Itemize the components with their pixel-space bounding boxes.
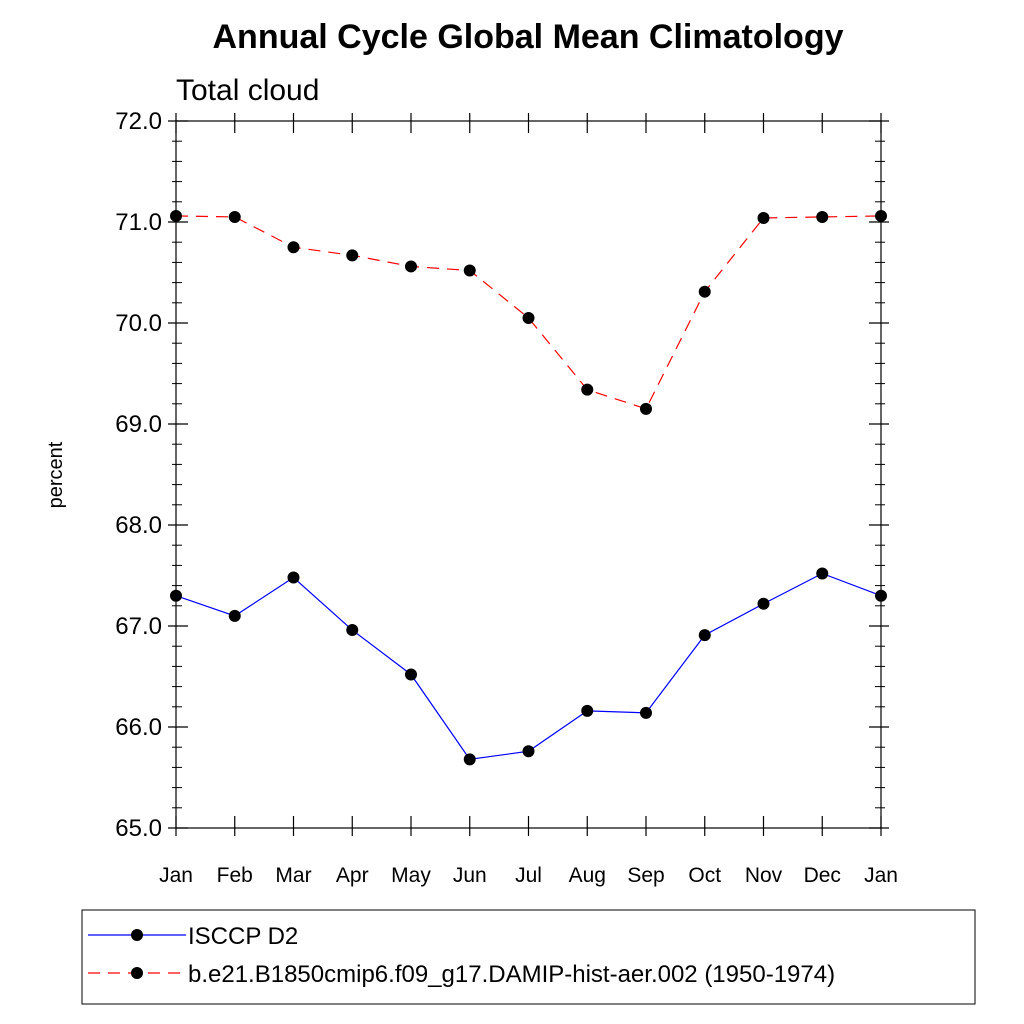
y-tick-label: 72.0	[115, 108, 162, 135]
series-1-point	[640, 706, 652, 719]
series-2-point	[522, 311, 535, 324]
series-1-point	[581, 704, 594, 717]
series-2-point	[346, 249, 359, 262]
series-1-point	[463, 753, 476, 766]
series-2-point	[816, 210, 829, 223]
y-tick-label: 67.0	[115, 613, 162, 640]
legend-label-1: ISCCP D2	[188, 923, 298, 950]
series-line-1	[175, 572, 882, 760]
x-tick-label: Jan	[864, 864, 898, 887]
x-tick-label: Sep	[627, 864, 664, 887]
x-tick-label: Jan	[159, 864, 193, 887]
legend-box	[81, 909, 976, 1005]
series-2-point	[228, 210, 241, 223]
legend-marker-1	[131, 929, 143, 941]
y-tick-label: 71.0	[115, 209, 162, 236]
y-tick-label: 69.0	[115, 411, 162, 438]
legend-label-2: b.e21.B1850cmip6.f09_g17.DAMIP-hist-aer.…	[188, 961, 835, 988]
y-tick-label: 66.0	[115, 714, 162, 741]
series-1-point	[405, 668, 417, 681]
x-tick-label: Oct	[688, 864, 721, 887]
y-tick-label: 68.0	[115, 512, 162, 539]
series-2-point	[405, 260, 417, 273]
axis-ticks	[168, 113, 889, 836]
x-tick-label: Apr	[336, 864, 369, 887]
series-2-point	[640, 402, 652, 415]
x-tick-label: Jul	[515, 864, 542, 887]
plot-frame	[175, 120, 882, 829]
series-1-point	[228, 609, 241, 622]
series-1-point	[816, 567, 829, 580]
series-1-point	[757, 597, 770, 610]
series-1-point	[346, 624, 359, 637]
x-tick-label: Jun	[453, 864, 487, 887]
x-tick-label: Aug	[569, 864, 606, 887]
chart-subtitle: Total cloud	[176, 74, 319, 107]
series-2-point	[875, 209, 887, 222]
series-1-point	[875, 589, 887, 602]
legend-marker-2	[131, 967, 143, 979]
y-tick-label: 65.0	[115, 815, 162, 842]
series-1-point	[698, 629, 711, 642]
series-layer	[170, 209, 887, 766]
x-tick-label: Mar	[275, 864, 311, 887]
series-2-point	[170, 209, 182, 222]
x-tick-label: May	[391, 864, 431, 887]
x-tick-label: Feb	[217, 864, 253, 887]
y-tick-labels: 65.0 66.0 67.0 68.0 69.0 70.0 71.0 72.0	[115, 108, 162, 842]
legend: ISCCP D2 b.e21.B1850cmip6.f09_g17.DAMIP-h…	[88, 923, 835, 988]
series-2-point	[757, 211, 770, 224]
x-tick-label: Dec	[804, 864, 841, 887]
x-tick-labels: Jan Feb Mar Apr May Jun Jul Aug Sep Oct Nov Dec Jan	[159, 864, 898, 887]
series-2-point	[698, 285, 711, 298]
y-axis-label: percent	[45, 441, 67, 508]
series-2-point	[581, 383, 594, 396]
y-tick-label: 70.0	[115, 310, 162, 337]
chart-title: Annual Cycle Global Mean Climatology	[213, 18, 844, 56]
x-tick-label: Nov	[745, 864, 783, 887]
series-1-point	[170, 589, 182, 602]
series-1-point	[522, 745, 535, 758]
series-1-point	[287, 571, 300, 584]
series-2-point	[287, 241, 300, 254]
series-2-point	[463, 264, 476, 277]
